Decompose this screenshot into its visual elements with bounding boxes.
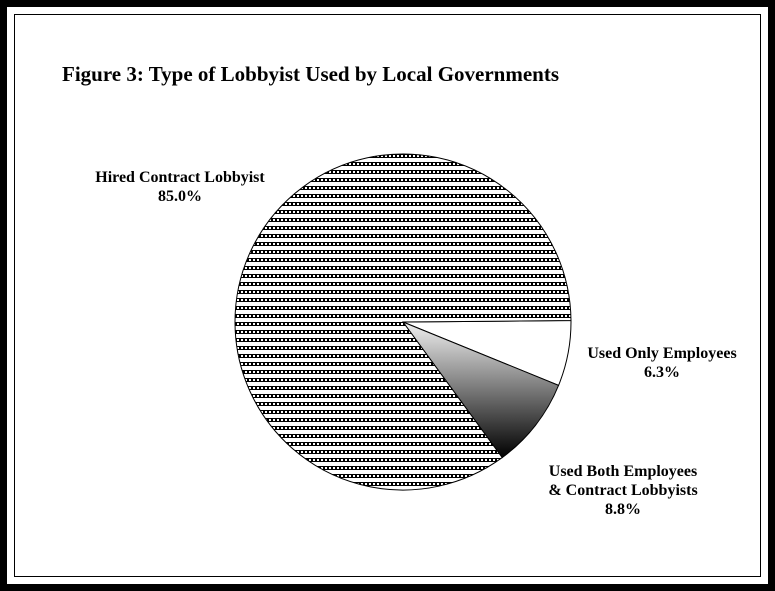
chart-inner-border — [14, 14, 761, 577]
slice-label-both-value: 8.8% — [605, 501, 641, 518]
slice-label-both-name-line2: & Contract Lobbyists — [548, 482, 698, 499]
slice-label-hired-name: Hired Contract Lobbyist — [95, 169, 265, 186]
chart-title: Figure 3: Type of Lobbyist Used by Local… — [62, 62, 560, 86]
slice-hired-contract-lobbyist — [234, 153, 572, 491]
slice-label-used-both: Used Both Employees & Contract Lobbyists… — [508, 462, 738, 519]
slice-label-hired-contract-lobbyist: Hired Contract Lobbyist 85.0% — [60, 168, 300, 206]
slice-label-only-name: Used Only Employees — [587, 345, 737, 362]
slice-label-both-name-line1: Used Both Employees — [548, 463, 698, 480]
slice-label-used-only-employees: Used Only Employees 6.3% — [562, 344, 762, 382]
slice-label-only-value: 6.3% — [644, 364, 680, 381]
slice-label-hired-value: 85.0% — [158, 188, 202, 205]
slice-used-both — [401, 320, 560, 459]
